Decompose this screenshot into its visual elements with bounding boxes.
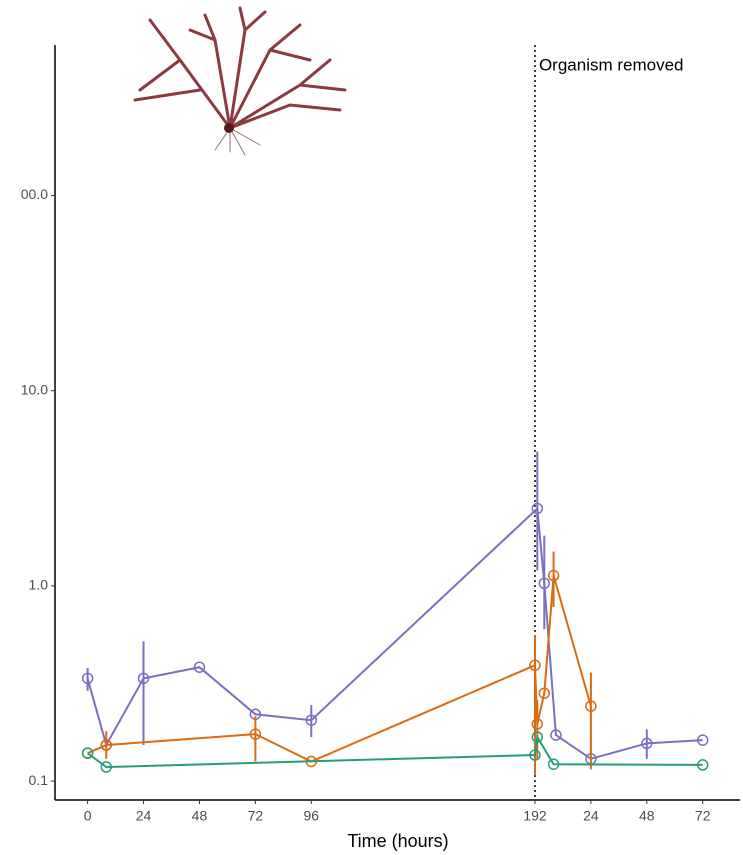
- data-point: [81, 672, 94, 685]
- data-point: [193, 661, 206, 673]
- x-tick-label: 24: [136, 808, 152, 824]
- y-tick-label: 10.0: [21, 381, 48, 397]
- data-point: [538, 577, 551, 590]
- seaweed-illustration: [133, 6, 347, 156]
- x-tick-label: 72: [248, 808, 264, 824]
- x-tick-label: 48: [639, 808, 655, 824]
- data-point: [696, 734, 709, 746]
- y-tick-label: 0.1: [29, 772, 49, 788]
- data-point: [547, 758, 560, 770]
- series-line: [86, 506, 703, 760]
- annotation: Organism removed: [539, 55, 684, 74]
- data-point: [100, 761, 113, 773]
- x-tick-label: 0: [84, 808, 92, 824]
- x-tick-label: 48: [192, 808, 208, 824]
- data-point: [585, 700, 597, 712]
- x-tick-label: 96: [304, 808, 320, 824]
- x-tick-label: 192: [523, 808, 547, 824]
- data-point: [531, 718, 544, 730]
- data-point: [531, 731, 544, 743]
- data-point: [641, 737, 653, 750]
- x-tick-label: 24: [583, 808, 599, 824]
- data-point: [531, 502, 544, 515]
- data-point: [547, 569, 560, 582]
- data-point: [81, 747, 94, 759]
- data-point: [550, 729, 562, 741]
- y-tick-label: 00.0: [21, 186, 48, 202]
- data-point: [529, 659, 541, 672]
- x-axis-title: Time (hours): [347, 831, 448, 851]
- data-point: [529, 749, 541, 761]
- data-point: [137, 672, 150, 685]
- data-point: [305, 714, 318, 726]
- series-line: [87, 575, 592, 763]
- data-point: [100, 739, 113, 751]
- data-point: [538, 687, 551, 699]
- data-point: [696, 759, 709, 771]
- series-line: [87, 734, 703, 769]
- data-point: [249, 728, 262, 740]
- y-tick-label: 1.0: [29, 577, 49, 593]
- x-tick-label: 72: [695, 808, 711, 824]
